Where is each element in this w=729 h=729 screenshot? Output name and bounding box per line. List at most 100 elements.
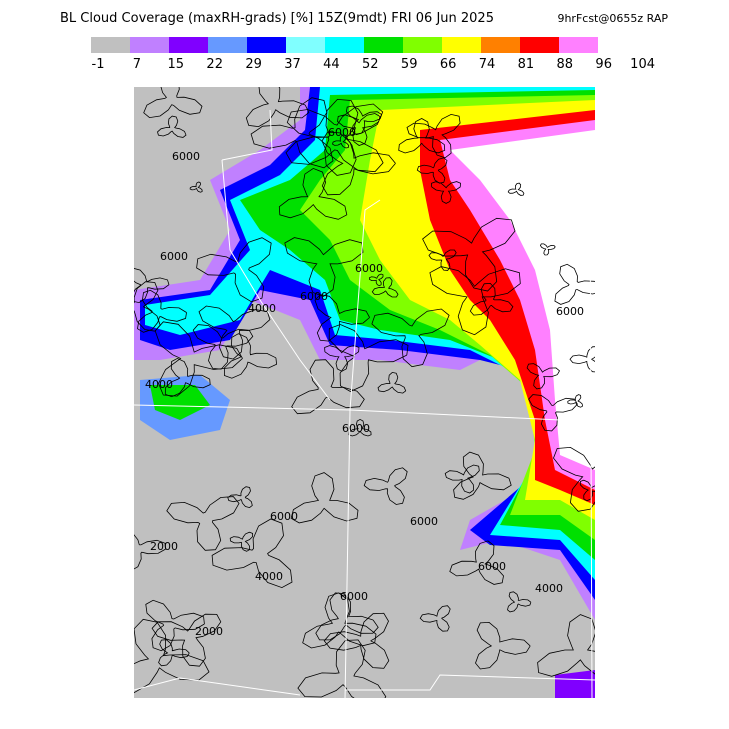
- contour: [363, 467, 408, 505]
- contour: [579, 479, 595, 502]
- map: 6000 6000 6000 6000 4000 4000 6000 6000 6000 2000…: [134, 87, 595, 698]
- contour: [324, 345, 360, 372]
- contour-label: 6000: [300, 290, 328, 303]
- contour: [250, 97, 334, 169]
- contour: [284, 237, 364, 297]
- contour: [416, 157, 448, 184]
- contour: [406, 113, 461, 159]
- contour: [158, 639, 190, 667]
- contour-label: 2000: [195, 625, 223, 638]
- colorbar-swatch: [91, 37, 130, 53]
- contour: [154, 321, 243, 397]
- contour: [569, 346, 595, 373]
- colorbar-swatch: [169, 37, 208, 53]
- contour: [444, 464, 480, 494]
- cloud-field: [134, 87, 595, 698]
- contour-label: 6000: [328, 126, 356, 139]
- contour: [431, 181, 462, 204]
- contour: [469, 282, 514, 316]
- colorbar-label: 74: [479, 57, 496, 72]
- contour-label: 6000: [342, 422, 370, 435]
- contour: [302, 592, 377, 649]
- contour: [211, 518, 293, 589]
- contour-label: 6000: [340, 590, 368, 603]
- height-contours: [134, 87, 595, 698]
- contour: [539, 243, 556, 256]
- contour: [143, 87, 203, 119]
- colorbar-label: 59: [401, 57, 418, 72]
- title: BL Cloud Coverage (maxRH-grads) [%] 15Z(…: [60, 11, 494, 26]
- contour: [297, 639, 387, 698]
- contour: [537, 614, 595, 677]
- contour: [419, 605, 451, 632]
- contour: [321, 131, 396, 196]
- contour: [134, 281, 161, 332]
- contour: [134, 618, 210, 694]
- contour: [345, 105, 383, 136]
- contour: [507, 182, 525, 196]
- contour-label: 6000: [556, 305, 584, 318]
- contour-label: 4000: [535, 582, 563, 595]
- colorbar-label: 37: [284, 57, 301, 72]
- contour: [377, 371, 407, 394]
- contour-label: 2000: [150, 540, 178, 553]
- contour: [328, 324, 409, 392]
- contour: [348, 418, 372, 437]
- contour: [371, 277, 399, 298]
- colorbar-swatch: [286, 37, 325, 53]
- contour-label: 6000: [355, 262, 383, 275]
- colorbar-label: 44: [323, 57, 340, 72]
- contour: [224, 333, 278, 379]
- contour: [323, 612, 390, 669]
- colorbar-label: 66: [440, 57, 457, 72]
- contour: [453, 451, 512, 500]
- contour-label: 6000: [172, 150, 200, 163]
- colorbar-swatch: [130, 37, 169, 53]
- contour: [137, 289, 187, 333]
- contour: [428, 249, 457, 271]
- colorbar-label: 29: [245, 57, 262, 72]
- contour: [145, 599, 205, 652]
- contour: [337, 113, 381, 146]
- contour-label: 4000: [248, 302, 276, 315]
- contour: [554, 263, 595, 305]
- contour: [151, 613, 222, 667]
- contour-label: 4000: [145, 378, 173, 391]
- contour: [567, 394, 583, 408]
- contour: [290, 472, 359, 524]
- colorbar-swatch: [520, 37, 559, 53]
- contour: [157, 115, 187, 138]
- contour-label: 6000: [478, 560, 506, 573]
- contour: [291, 359, 365, 415]
- state-borders: [134, 109, 595, 698]
- colorbar-label: 15: [168, 57, 185, 72]
- contour: [189, 181, 203, 193]
- contour: [166, 496, 240, 551]
- contour: [164, 357, 211, 398]
- contour: [196, 237, 272, 303]
- source: 9hrFcst@0655z RAP: [557, 12, 668, 25]
- colorbar-label: 104: [630, 57, 655, 72]
- contour: [245, 87, 310, 128]
- colorbar-swatch: [208, 37, 247, 53]
- contour: [507, 591, 532, 613]
- contour: [315, 592, 379, 641]
- colorbar-swatch: [442, 37, 481, 53]
- contour: [475, 621, 531, 670]
- contour: [526, 363, 561, 390]
- contour: [429, 266, 521, 336]
- colorbar-label: 96: [595, 57, 612, 72]
- colorbar-swatch: [247, 37, 286, 53]
- contour-label: 6000: [160, 250, 188, 263]
- colorbar-swatch: [559, 37, 598, 53]
- contour: [134, 534, 166, 570]
- colorbar-label: 52: [362, 57, 379, 72]
- contour: [314, 294, 370, 342]
- colorbar-label: 7: [133, 57, 141, 72]
- contour-labels: 6000 6000 6000 6000 4000 4000 6000 6000 6000 2000…: [145, 126, 584, 638]
- contour: [368, 273, 384, 287]
- colorbar: -1 7 15 22 29 37 44 52 59 66 74 81 88 96 104: [91, 37, 655, 72]
- contour: [422, 217, 516, 292]
- colorbar-swatch: [481, 37, 520, 53]
